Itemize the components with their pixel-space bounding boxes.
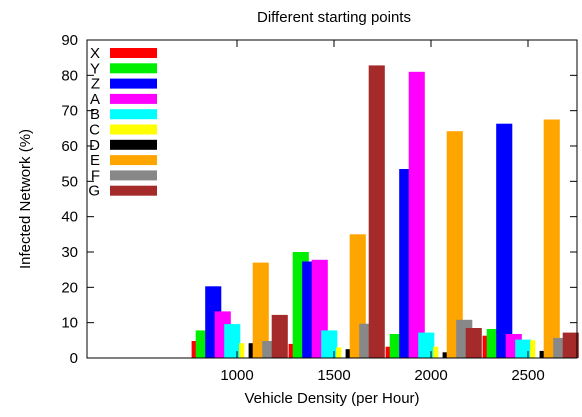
y-tick-label: 50: [61, 173, 78, 190]
bar-d-2000: [442, 352, 448, 358]
x-tick-label: 2500: [511, 367, 544, 384]
legend-swatch-d: [110, 139, 157, 150]
bar-d-1000: [248, 343, 254, 358]
legend-label-c: C: [89, 122, 100, 139]
legend-swatch-y: [110, 63, 157, 74]
x-tick-label: 2000: [414, 367, 447, 384]
x-tick-label: 1500: [317, 367, 350, 384]
bar-x-2500: [482, 335, 488, 358]
chart-title: Different starting points: [257, 9, 411, 26]
bar-b-1000: [224, 324, 241, 358]
y-tick-label: 80: [61, 67, 78, 84]
y-tick-label: 40: [61, 209, 78, 226]
legend-label-d: D: [89, 137, 100, 154]
y-tick-label: 10: [61, 315, 78, 332]
plot-frame: [86, 39, 578, 359]
legend-label-y: Y: [90, 60, 100, 77]
legend-swatch-z: [110, 78, 157, 89]
legend-label-e: E: [90, 152, 100, 169]
legend-label-b: B: [90, 106, 100, 123]
legend-swatch-f: [110, 170, 157, 181]
bar-c-2000: [433, 346, 439, 358]
legend-label-a: A: [90, 91, 100, 108]
legend-swatch-e: [110, 155, 157, 166]
legend-swatch-c: [110, 124, 157, 135]
axes: 0 10 20 30 40 50 60 70 80 90 1000 1500 2000 2500: [61, 32, 577, 384]
bar-x-1000: [191, 341, 197, 358]
y-tick-label: 0: [70, 350, 78, 367]
legend-label-f: F: [91, 167, 100, 184]
legend-swatch-a: [110, 93, 157, 104]
bar-b-2000: [418, 332, 435, 358]
bar-c-2500: [530, 340, 536, 358]
bar-d-1500: [345, 349, 351, 358]
legend-label-g: G: [88, 183, 100, 200]
bar-a-2000: [408, 71, 425, 359]
bar-e-2000: [446, 131, 463, 358]
y-tick-label: 20: [61, 279, 78, 296]
y-axis-label: Infected Network (%): [17, 129, 34, 269]
bar-b-2500: [515, 339, 532, 358]
bar-e-1000: [252, 262, 269, 358]
legend-swatch-g: [110, 185, 157, 196]
x-tick-label: 1000: [220, 367, 253, 384]
bar-g-1500: [368, 65, 385, 359]
bar-c-1500: [336, 347, 342, 358]
legend-label-z: Z: [91, 76, 100, 93]
bar-x-2000: [385, 346, 391, 358]
bar-z-2500: [496, 123, 513, 358]
bar-d-2500: [539, 350, 545, 358]
bar-c-1000: [239, 343, 245, 358]
bar-g-2000: [465, 328, 482, 358]
bar-g-1000: [271, 314, 288, 358]
bar-b-1500: [321, 330, 338, 358]
legend-swatch-b: [110, 109, 157, 120]
plot-area: [191, 65, 579, 359]
y-tick-label: 90: [61, 32, 78, 49]
legend-swatch-x: [110, 48, 157, 58]
bar-e-2500: [543, 119, 560, 358]
y-tick-label: 30: [61, 244, 78, 261]
y-tick-label: 60: [61, 138, 78, 155]
y-tick-label: 70: [61, 103, 78, 120]
x-axis-label: Vehicle Density (per Hour): [244, 390, 419, 407]
bar-g-2500: [562, 332, 579, 358]
legend-label-x: X: [90, 45, 100, 62]
bar-x-1500: [288, 343, 294, 358]
